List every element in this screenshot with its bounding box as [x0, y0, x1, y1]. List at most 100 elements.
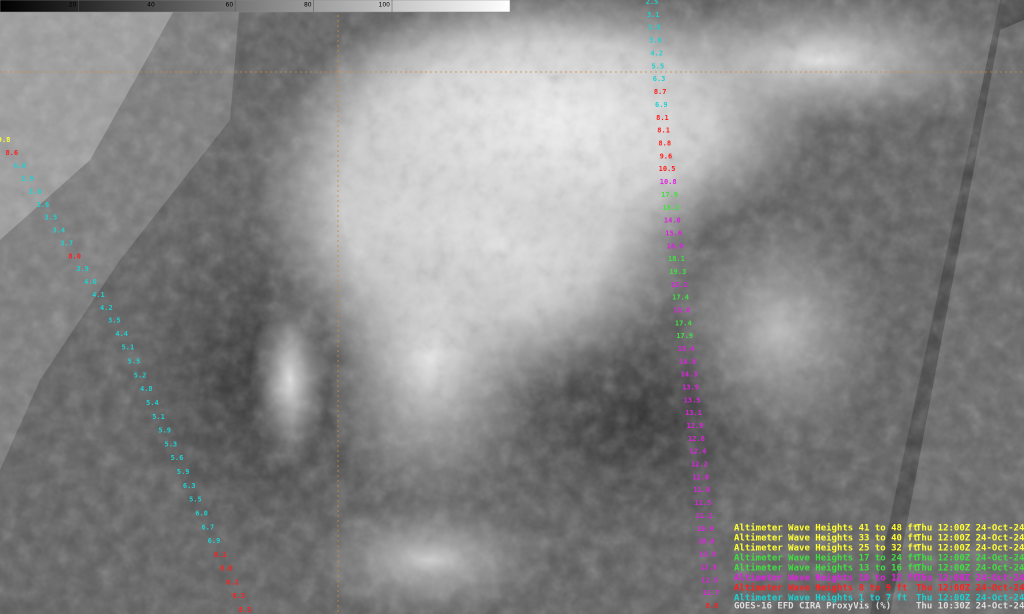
wave-height-label: 3.8	[29, 188, 42, 196]
wave-height-label: 18.1	[668, 255, 685, 263]
wave-height-label: 2.5	[646, 0, 659, 6]
wave-height-label: 6.3	[183, 482, 196, 490]
wave-height-label: 6.3	[653, 75, 666, 83]
wave-height-label: 8.1	[657, 127, 670, 135]
wave-height-label: 6.9	[655, 101, 668, 109]
wave-height-label: 12.4	[689, 448, 706, 456]
wave-height-label: 11.8	[693, 486, 710, 494]
legend-text: Altimeter Wave Heights 17 to 24 ft	[734, 553, 918, 564]
wave-height-label: 13.9	[682, 384, 699, 392]
wave-height-label: 4.0	[84, 278, 97, 286]
wave-height-label: 3.3	[648, 24, 661, 32]
wave-height-label: 17.4	[675, 319, 692, 327]
wave-height-label: 11.7	[702, 589, 719, 597]
colorbar-tick-label: 60	[226, 2, 234, 9]
wave-height-label: 18.3	[663, 204, 680, 212]
footer-product: GOES-16 EFD CIRA ProxyVis (%)	[734, 601, 891, 612]
wave-height-label: 8.8	[706, 602, 719, 610]
wave-height-label: 5.5	[128, 357, 141, 365]
wave-height-label: 3.4	[52, 227, 65, 235]
wave-height-label: 12.5	[701, 576, 718, 584]
wave-height-label: 15.8	[673, 307, 690, 315]
wave-height-label: 8.2	[226, 578, 239, 586]
wave-height-label: 10.6	[698, 538, 715, 546]
wave-height-label: 8.7	[654, 88, 667, 96]
wave-height-label: 8.8	[658, 139, 671, 147]
wave-height-label: 14.8	[679, 358, 696, 366]
wave-height-label: 4.8	[140, 385, 153, 393]
legend-time: Thu 12:00Z 24-Oct-24	[916, 594, 1024, 604]
wave-height-label: 10.5	[659, 165, 676, 173]
wave-height-label: 12.6	[688, 435, 705, 443]
wave-height-label: 14.0	[664, 217, 681, 225]
wave-height-label: 11.5	[694, 499, 711, 507]
wave-height-label: 5.9	[158, 427, 171, 435]
altimeter-tracks: 9.8 8.6 4.0 3.9 3.8 3.6 3.5 3.4 3.7 8.0 3.9 4.0 4.1 4…	[0, 0, 719, 614]
legend-text: Altimeter Wave Heights 25 to 32 ft	[734, 543, 918, 554]
colorbar-tick-label: 80	[304, 2, 312, 9]
colorbar-ticks: 20 40 60 80 100	[69, 0, 393, 12]
wave-height-label: 8.0	[220, 565, 233, 573]
wave-height-label: 9.6	[660, 152, 673, 160]
wave-height-label: 10.8	[660, 178, 677, 186]
wave-height-label: 13.9	[699, 551, 716, 559]
legend-time: Thu 12:00Z 24-Oct-24	[916, 564, 1024, 574]
wave-height-label: 16.0	[667, 242, 684, 250]
wave-height-label: 9.8	[0, 136, 10, 144]
wave-height-label: 4.2	[650, 49, 663, 57]
wave-height-label: 6.7	[201, 523, 214, 531]
wave-height-label: 5.1	[122, 344, 135, 352]
wave-height-label: 3.6	[649, 37, 662, 45]
wave-height-label: 5.4	[146, 399, 159, 407]
wave-height-label: 5.2	[134, 371, 147, 379]
wave-height-label: 5.5	[652, 62, 665, 70]
legend-time: Thu 12:00Z 24-Oct-24	[916, 554, 1024, 564]
wave-height-label: 6.9	[208, 537, 221, 545]
colorbar	[0, 0, 511, 13]
legend-text: Altimeter Wave Heights 13 to 16 ft	[734, 563, 918, 574]
wave-height-label: 3.1	[647, 11, 660, 19]
wave-height-label: 15.2	[671, 281, 688, 289]
wave-height-label: 17.9	[661, 191, 678, 199]
wave-height-label: 4.2	[100, 304, 113, 312]
wave-height-label: 11.2	[696, 512, 713, 520]
wave-height-label: 12.8	[700, 563, 717, 571]
legend-text: Altimeter Wave Heights 41 to 48 ft	[734, 523, 918, 534]
wave-height-label: 13.5	[684, 396, 701, 404]
legend-time: Thu 12:00Z 24-Oct-24	[916, 524, 1024, 534]
legend-time: Thu 12:00Z 24-Oct-24	[916, 584, 1024, 594]
wave-height-label: 3.7	[60, 239, 73, 247]
wave-height-label: 8.1	[214, 551, 227, 559]
wave-height-label: 17.9	[676, 332, 693, 340]
wave-height-label: 5.5	[189, 496, 202, 504]
wave-height-label: 3.5	[45, 214, 58, 222]
wave-height-label: 5.6	[171, 454, 184, 462]
wave-height-label: 8.6	[5, 149, 18, 157]
colorbar-tick-label: 40	[147, 2, 155, 9]
wave-height-label: 4.1	[92, 291, 105, 299]
legend-time: Thu 12:00Z 24-Oct-24	[916, 534, 1024, 544]
wave-height-label: 8.1	[656, 114, 669, 122]
wave-height-label: 3.9	[76, 265, 89, 273]
legend-text: Altimeter Wave Heights 1 to 7 ft	[734, 593, 907, 604]
wave-height-label: 14.3	[681, 371, 698, 379]
wave-height-label: 5.1	[152, 413, 165, 421]
wave-height-label: 19.3	[669, 268, 686, 276]
wave-height-label: 4.0	[13, 162, 26, 170]
legend-text: Altimeter Wave Heights 33 to 40 ft	[734, 533, 918, 544]
colorbar-tick-label: 100	[379, 2, 391, 9]
wave-height-label: 6.0	[195, 509, 208, 517]
wave-height-label: 3.5	[108, 317, 121, 325]
legend-time: Thu 12:00Z 24-Oct-24	[916, 574, 1024, 584]
legend-time: Thu 12:00Z 24-Oct-24	[916, 544, 1024, 554]
colorbar-tick-label: 20	[69, 2, 77, 9]
wave-height-label: 8.5	[239, 606, 252, 614]
wave-height-label: 12.0	[692, 473, 709, 481]
wave-height-label: 5.3	[165, 440, 178, 448]
wave-height-label: 12.9	[687, 422, 704, 430]
wave-height-label: 15.4	[678, 345, 695, 353]
legend-text: Altimeter Wave Heights 10 to 12 ft	[734, 573, 918, 584]
